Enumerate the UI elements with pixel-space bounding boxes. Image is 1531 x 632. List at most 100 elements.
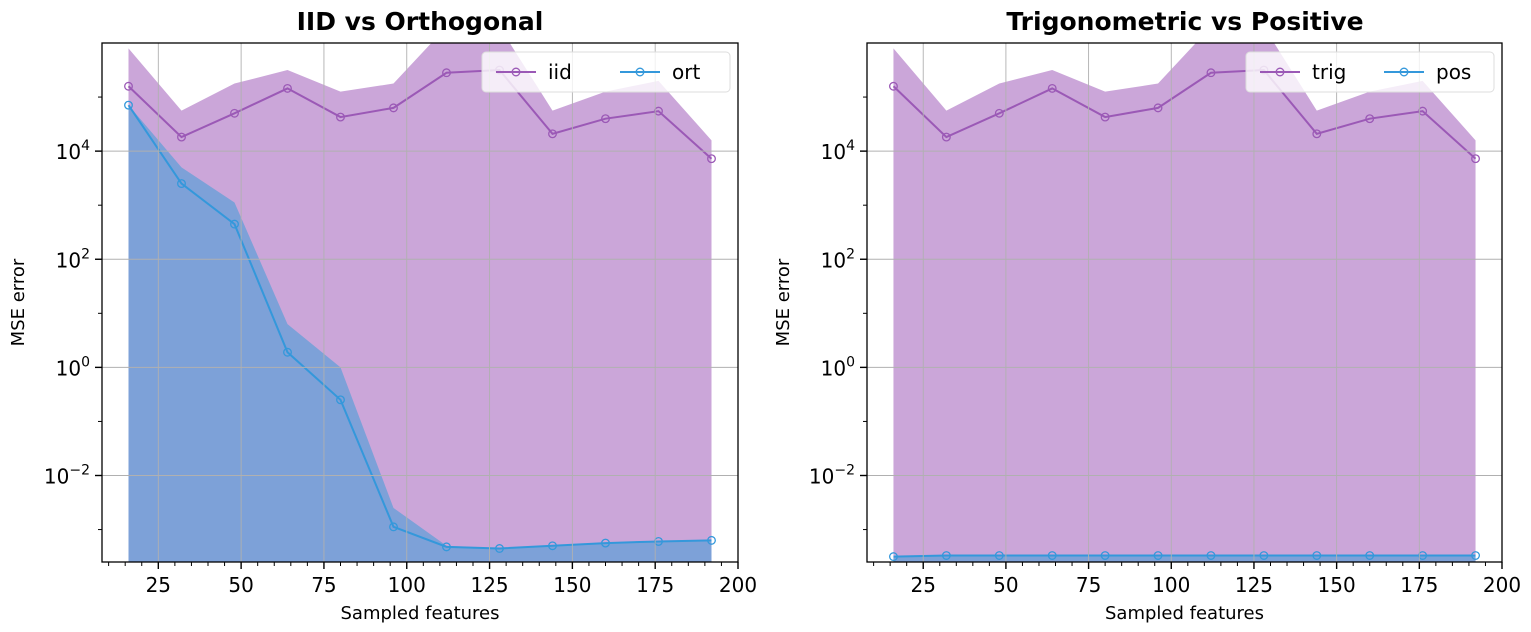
point-iid-32: [177, 132, 186, 142]
x-tick-label-150: 150: [553, 573, 591, 597]
legend-label-trig: trig: [1312, 60, 1346, 84]
plot-area: [124, 43, 716, 562]
legend: trig pos: [1245, 51, 1495, 93]
point-iid-144: [548, 129, 557, 139]
y-tick-label-0: 100: [56, 354, 90, 380]
point-ort-32: [177, 179, 186, 189]
x-tick-label-25: 25: [910, 573, 935, 597]
legend-box: [1245, 51, 1495, 93]
series-line-pos: [893, 554, 1476, 558]
x-tick-label-150: 150: [1318, 573, 1356, 597]
point-pos-96: [1153, 551, 1163, 560]
chart-panel-2: 25 50 75 100 125 150 175 200 104 102 100 10−2 Trigon…: [773, 7, 1521, 624]
legend-marker-pos: [1399, 67, 1409, 77]
point-trig-80: [1100, 112, 1110, 122]
point-ort-144: [548, 541, 557, 551]
point-trig-112: [1206, 68, 1216, 78]
legend-label-iid: iid: [548, 60, 572, 84]
legend: iid ort: [481, 51, 731, 93]
point-iid-160: [601, 114, 610, 124]
x-axis-label: Sampled features: [1105, 603, 1264, 624]
point-iid-176: [654, 106, 663, 116]
point-pos-64: [1047, 551, 1057, 560]
point-trig-16: [889, 81, 898, 91]
point-iid-112: [442, 68, 451, 78]
plot-area: [889, 43, 1480, 562]
legend-box: [481, 51, 731, 93]
point-ort-48: [230, 219, 239, 229]
y-axis-label: MSE error: [773, 258, 794, 346]
y-tick-label-2: 102: [821, 246, 855, 272]
legend-marker-iid: [511, 67, 521, 77]
chart-panel-1: 25 50 75 100 125 150 175 200 104 102 100 10−2 IID vs…: [8, 7, 757, 624]
point-pos-112: [1206, 551, 1216, 560]
point-pos-192: [1471, 551, 1480, 560]
x-tick-label-125: 125: [1235, 573, 1273, 597]
x-tick-label-200: 200: [719, 573, 757, 597]
point-trig-48: [994, 108, 1004, 118]
y-tick-label-4: 104: [821, 138, 855, 164]
point-iid-16: [124, 81, 133, 91]
y-tick-label-0: 100: [821, 354, 855, 380]
series-line-trig: [892, 69, 1477, 160]
point-pos-80: [1100, 551, 1110, 560]
band-ort: [128, 105, 712, 562]
chart-title: Trigonometric vs Positive: [1006, 7, 1363, 36]
series-line-iid: [127, 69, 713, 160]
y-axis-label: MSE error: [8, 258, 29, 346]
point-ort-192: [707, 535, 716, 545]
point-ort-64: [283, 347, 292, 357]
x-tick-label-75: 75: [311, 573, 336, 597]
point-ort-112: [442, 542, 451, 552]
point-pos-48: [994, 551, 1004, 560]
series-line-ort: [127, 104, 712, 550]
axes-frame: [866, 42, 1503, 563]
x-tick-label-25: 25: [146, 573, 171, 597]
y-tick-label--2: 10−2: [809, 463, 855, 489]
point-trig-192: [1471, 154, 1480, 164]
point-iid-48: [230, 108, 239, 118]
point-pos-16: [889, 552, 898, 562]
point-pos-144: [1312, 551, 1322, 560]
x-tick-label-100: 100: [1152, 573, 1190, 597]
point-pos-32: [941, 551, 951, 560]
band-trig: [893, 43, 1476, 562]
point-trig-160: [1365, 114, 1375, 124]
legend-label-ort: ort: [672, 60, 700, 84]
x-tick-label-50: 50: [993, 573, 1018, 597]
x-tick-label-175: 175: [636, 573, 674, 597]
legend-label-pos: pos: [1436, 60, 1471, 84]
x-axis-label: Sampled features: [340, 603, 499, 624]
x-tick-label-175: 175: [1400, 573, 1438, 597]
point-ort-80: [336, 395, 345, 405]
x-tick-label-200: 200: [1483, 573, 1521, 597]
point-pos-128: [1259, 551, 1269, 560]
point-pos-176: [1418, 551, 1428, 560]
y-tick-label--2: 10−2: [44, 463, 90, 489]
x-tick-label-125: 125: [470, 573, 508, 597]
point-ort-160: [601, 538, 610, 548]
x-tick-label-75: 75: [1076, 573, 1101, 597]
point-trig-64: [1047, 83, 1057, 93]
point-trig-96: [1153, 103, 1163, 113]
point-iid-64: [283, 83, 292, 93]
point-ort-128: [495, 544, 504, 553]
x-tick-label-50: 50: [228, 573, 253, 597]
legend-marker-ort: [635, 67, 645, 77]
point-trig-32: [941, 132, 951, 142]
point-pos-160: [1365, 551, 1375, 560]
y-tick-label-2: 102: [56, 246, 90, 272]
point-ort-96: [389, 522, 398, 532]
point-iid-80: [336, 112, 345, 122]
point-trig-144: [1312, 129, 1322, 139]
x-tick-label-100: 100: [388, 573, 426, 597]
point-trig-176: [1418, 106, 1428, 116]
point-iid-192: [707, 154, 716, 164]
y-tick-label-4: 104: [56, 138, 90, 164]
point-ort-16: [124, 100, 133, 110]
band-pos: [893, 555, 1476, 562]
point-iid-96: [389, 103, 398, 113]
chart-title: IID vs Orthogonal: [297, 7, 544, 36]
axes-frame: [101, 42, 739, 563]
